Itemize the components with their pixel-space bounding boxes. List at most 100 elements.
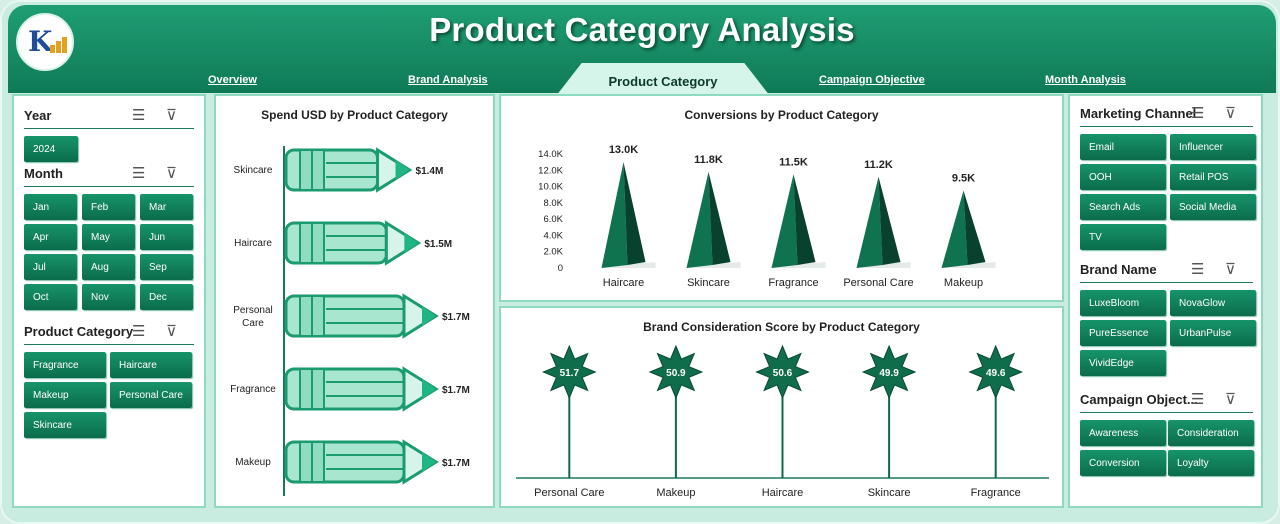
spend-category-label: Skincare [234,165,273,176]
consideration-category-label: Skincare [868,487,911,499]
month-option[interactable]: Aug [82,254,135,280]
pencil-lead [404,233,419,253]
spend-chart-panel: Spend USD by Product Category Skincare $1… [214,94,495,508]
clear-filter-icon[interactable]: ⊽ [166,106,177,124]
multi-select-icon[interactable]: ☰ [1191,390,1205,408]
consideration-data-label: 49.6 [986,368,1006,379]
marketing-channel-option[interactable]: Email [1080,134,1166,160]
spend-bar [284,220,422,266]
clear-filter-icon[interactable]: ⊽ [1225,104,1236,122]
month-option[interactable]: Jan [24,194,77,220]
campaign-objective-option[interactable]: Loyalty [1168,450,1254,476]
consideration-chart-panel: Brand Consideration Score by Product Cat… [499,306,1064,508]
marketing-channel-option[interactable]: Search Ads [1080,194,1166,220]
marketing-channel-option[interactable]: Influencer [1170,134,1256,160]
month-option[interactable]: Feb [82,194,135,220]
brand-name-option[interactable]: LuxeBloom [1080,290,1166,316]
product-category-option[interactable]: Fragrance [24,352,106,378]
consideration-category-label: Haircare [762,487,804,499]
multi-select-icon[interactable]: ☰ [132,164,146,182]
tab-brand-analysis[interactable]: Brand Analysis [408,74,488,86]
month-option[interactable]: Dec [140,284,193,310]
marketing-channel-slicer-divider [1080,126,1253,127]
consideration-category-label: Makeup [656,487,695,499]
month-option[interactable]: Sep [140,254,193,280]
brand-name-option[interactable]: UrbanPulse [1170,320,1256,346]
consideration-data-label: 50.6 [773,368,793,379]
consideration-category-label: Personal Care [534,487,604,499]
clear-filter-icon[interactable]: ⊽ [1225,390,1236,408]
year-slicer-title: Year [24,108,52,123]
consideration-data-label: 50.9 [666,368,686,379]
year-slicer-divider [24,128,194,129]
campaign-objective-option[interactable]: Consideration [1168,420,1254,446]
tab-product-category[interactable]: Product Category [556,63,770,96]
conversions-category-label: Personal Care [843,277,913,289]
conversions-data-label: 13.0K [609,144,638,156]
marketing-channel-option[interactable]: OOH [1080,164,1166,190]
brand-name-slicer-divider [1080,282,1253,283]
clear-filter-icon[interactable]: ⊽ [166,322,177,340]
conversions-y-tick: 10.0K [538,182,563,193]
brand-name-option[interactable]: PureEssence [1080,320,1166,346]
spend-data-label: $1.4M [416,166,444,177]
campaign-objective-slicer-divider [1080,412,1253,413]
brand-name-option[interactable]: NovaGlow [1170,290,1256,316]
brand-name-option[interactable]: VividEdge [1080,350,1166,376]
campaign-objective-slicer-title: Campaign Object... [1080,392,1198,407]
pyramid-side [708,171,731,265]
month-option[interactable]: Nov [82,284,135,310]
month-option[interactable]: Mar [140,194,193,220]
year-option[interactable]: 2024 [24,136,78,162]
campaign-objective-option[interactable]: Conversion [1080,450,1166,476]
consideration-data-label: 51.7 [560,368,580,379]
left-filter-panel: Year ☰ ⊽ 2024 Month ☰ ⊽ Jan Feb Mar Apr May Jun Jul Au… [12,94,206,508]
product-category-option[interactable]: Haircare [110,352,192,378]
spend-bar [284,293,439,339]
month-option[interactable]: Oct [24,284,77,310]
spend-category-label: Haircare [234,238,272,249]
marketing-channel-option[interactable]: TV [1080,224,1166,250]
multi-select-icon[interactable]: ☰ [132,106,146,124]
consideration-chart: 51.7 Personal Care 50.9 Makeup 50.6 Haircare 4… [516,344,1049,499]
product-category-option[interactable]: Makeup [24,382,106,408]
brand-name-slicer-title: Brand Name [1080,262,1157,277]
pencil-lead [422,452,436,472]
spend-category-label: Fragrance [230,384,276,395]
spend-chart-title: Spend USD by Product Category [261,108,448,122]
conversions-y-tick: 14.0K [538,149,563,160]
right-filter-panel: Marketing Channel ☰ ⊽ Email Influencer OOH Ret… [1068,94,1263,508]
marketing-channel-option[interactable]: Social Media [1170,194,1256,220]
tab-month-analysis[interactable]: Month Analysis [1045,74,1126,86]
pyramid-side [793,174,816,265]
product-category-slicer-title: Product Category [24,324,134,339]
month-option[interactable]: May [82,224,135,250]
pencil-lead [422,379,436,399]
month-option[interactable]: Jul [24,254,77,280]
conversions-chart: 0 2.0K 4.0K 6.0K 8.0K 10.0K 12.0K 14.0K 13.0K Hai… [538,144,996,289]
conversions-data-label: 11.2K [864,159,893,171]
month-option[interactable]: Jun [140,224,193,250]
marketing-channel-option[interactable]: Retail POS [1170,164,1256,190]
month-option[interactable]: Apr [24,224,77,250]
clear-filter-icon[interactable]: ⊽ [166,164,177,182]
spend-bar [284,147,413,193]
consideration-chart-title: Brand Consideration Score by Product Cat… [643,320,920,334]
tab-overview[interactable]: Overview [208,74,257,86]
conversions-y-tick: 12.0K [538,165,563,176]
conversions-chart-panel: Conversions by Product Category 0 2.0K 4.0… [499,94,1064,302]
multi-select-icon[interactable]: ☰ [1191,104,1205,122]
multi-select-icon[interactable]: ☰ [1191,260,1205,278]
product-category-option[interactable]: Skincare [24,412,106,438]
tab-campaign-objective[interactable]: Campaign Objective [819,74,925,86]
star-marker [968,344,1024,400]
conversions-y-tick: 4.0K [543,230,563,241]
multi-select-icon[interactable]: ☰ [132,322,146,340]
clear-filter-icon[interactable]: ⊽ [1225,260,1236,278]
product-category-option[interactable]: Personal Care [110,382,192,408]
conversions-data-label: 11.8K [694,154,723,166]
conversions-data-label: 11.5K [779,156,808,168]
campaign-objective-option[interactable]: Awareness [1080,420,1166,446]
spend-data-label: $1.7M [442,385,470,396]
pyramid-face [856,176,883,268]
